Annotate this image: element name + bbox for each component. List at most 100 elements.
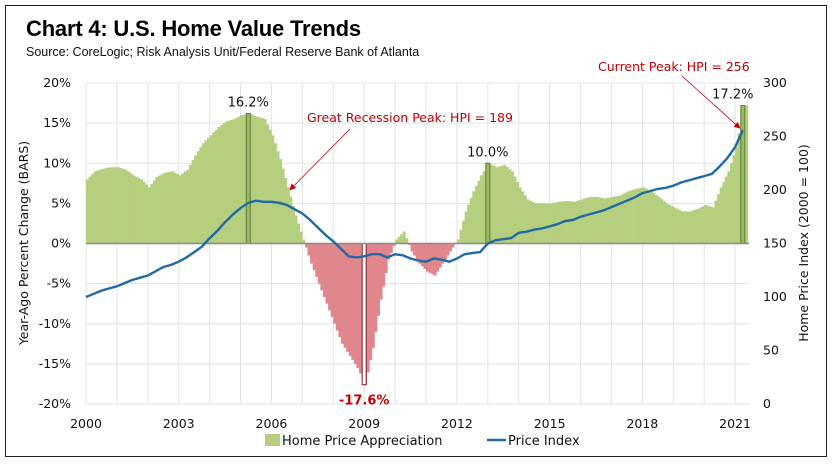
bar: [317, 243, 321, 284]
bar: [281, 168, 285, 244]
bar: [155, 176, 159, 244]
bar: [598, 197, 602, 244]
bar: [183, 171, 187, 244]
bar: [405, 238, 409, 244]
bar: [297, 223, 301, 244]
y-tick-label: -15%: [39, 356, 71, 371]
bar: [209, 135, 213, 244]
bar: [601, 198, 605, 244]
bar: [526, 199, 530, 244]
bar: [462, 220, 465, 244]
bar: [505, 166, 509, 244]
bar: [186, 169, 190, 244]
bar: [129, 173, 133, 244]
bar: [662, 201, 666, 244]
bar: [353, 243, 357, 364]
bar: [145, 184, 149, 244]
bar: [387, 243, 391, 260]
bar: [513, 176, 517, 244]
bar: [670, 206, 674, 244]
bar: [719, 187, 723, 244]
annotation-current-peak: Current Peak: HPI = 256: [598, 59, 750, 74]
bar: [464, 211, 468, 244]
bar: [724, 176, 728, 244]
bar: [436, 243, 440, 272]
data-labels: 16.2% -17.6% 10.0% 17.2%: [228, 87, 754, 408]
bar: [413, 243, 416, 256]
bar: [261, 118, 265, 244]
bar: [644, 188, 648, 244]
bar: [402, 231, 406, 244]
bar: [243, 114, 246, 244]
chart-frame: [5, 5, 827, 457]
annotations: Great Recession Peak: HPI = 189 Current P…: [289, 59, 750, 191]
bar: [395, 239, 398, 244]
y-tick-label: 0%: [51, 236, 71, 251]
bar: [691, 210, 695, 244]
bar: [704, 204, 708, 244]
bar: [709, 206, 713, 244]
bar: [86, 179, 89, 244]
bar: [577, 200, 581, 244]
bar: [554, 202, 558, 244]
bar: [722, 181, 726, 244]
bar: [503, 164, 507, 244]
bar: [194, 155, 198, 244]
highlighted-bar: [740, 104, 746, 244]
y-tick-label: 10%: [43, 155, 71, 170]
bar: [212, 132, 216, 244]
bar: [310, 243, 313, 264]
line-series-price-index: [85, 129, 744, 299]
bar: [626, 191, 630, 244]
bar: [634, 188, 638, 244]
bar: [335, 243, 339, 331]
legend-label-home-price-appreciation: Home Price Appreciation: [282, 434, 442, 449]
bar: [237, 116, 241, 244]
bar: [624, 192, 628, 244]
bar: [217, 127, 221, 244]
bar: [137, 177, 141, 244]
bar: [307, 243, 311, 256]
bar: [580, 199, 584, 244]
bar: [250, 114, 254, 244]
highlighted-bar: [485, 162, 491, 244]
bar: [490, 164, 494, 244]
bar: [423, 243, 427, 269]
bar: [256, 116, 259, 244]
y2-tick-label: 0: [763, 396, 771, 411]
bar: [201, 143, 205, 244]
x-tick-label: 2003: [163, 416, 195, 431]
bar: [124, 169, 128, 244]
bar: [570, 201, 574, 244]
bar: [348, 243, 352, 356]
data-label: -17.6%: [339, 394, 390, 409]
annotation-arrow: [681, 75, 741, 129]
bar: [338, 243, 342, 338]
bar: [142, 181, 146, 244]
bar: [168, 171, 172, 244]
bar: [132, 175, 136, 244]
bar: [498, 166, 501, 244]
bar: [717, 194, 720, 244]
bar: [294, 215, 298, 244]
bar: [438, 243, 442, 268]
y-axis-right-label: Home Price Index (2000 = 100): [796, 144, 811, 342]
bar: [258, 117, 262, 244]
bar: [196, 151, 200, 244]
bar: [552, 202, 556, 244]
bar: [732, 155, 736, 244]
bar: [119, 168, 123, 244]
bar: [176, 173, 180, 244]
bar: [534, 203, 538, 244]
legend: Home Price Appreciation Price Index: [265, 434, 580, 449]
y-tick-label: 20%: [43, 75, 71, 90]
bar: [606, 198, 610, 244]
highlighted-bar: [245, 112, 251, 245]
bar: [266, 124, 270, 244]
bar: [418, 243, 422, 264]
x-tick-label: 2012: [441, 416, 473, 431]
bar: [735, 147, 738, 244]
bar: [683, 211, 687, 244]
bar: [699, 207, 702, 244]
bar: [98, 169, 102, 244]
